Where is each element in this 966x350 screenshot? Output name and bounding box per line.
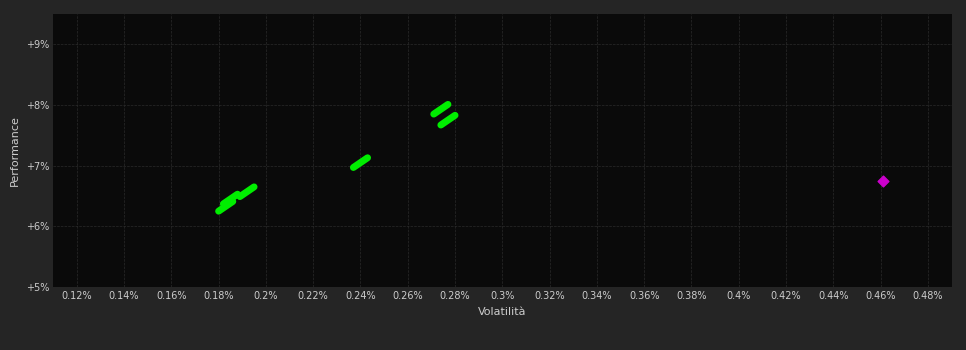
Point [875,178,891,184]
X-axis label: Volatilità: Volatilità [478,307,526,317]
Y-axis label: Performance: Performance [10,115,20,186]
